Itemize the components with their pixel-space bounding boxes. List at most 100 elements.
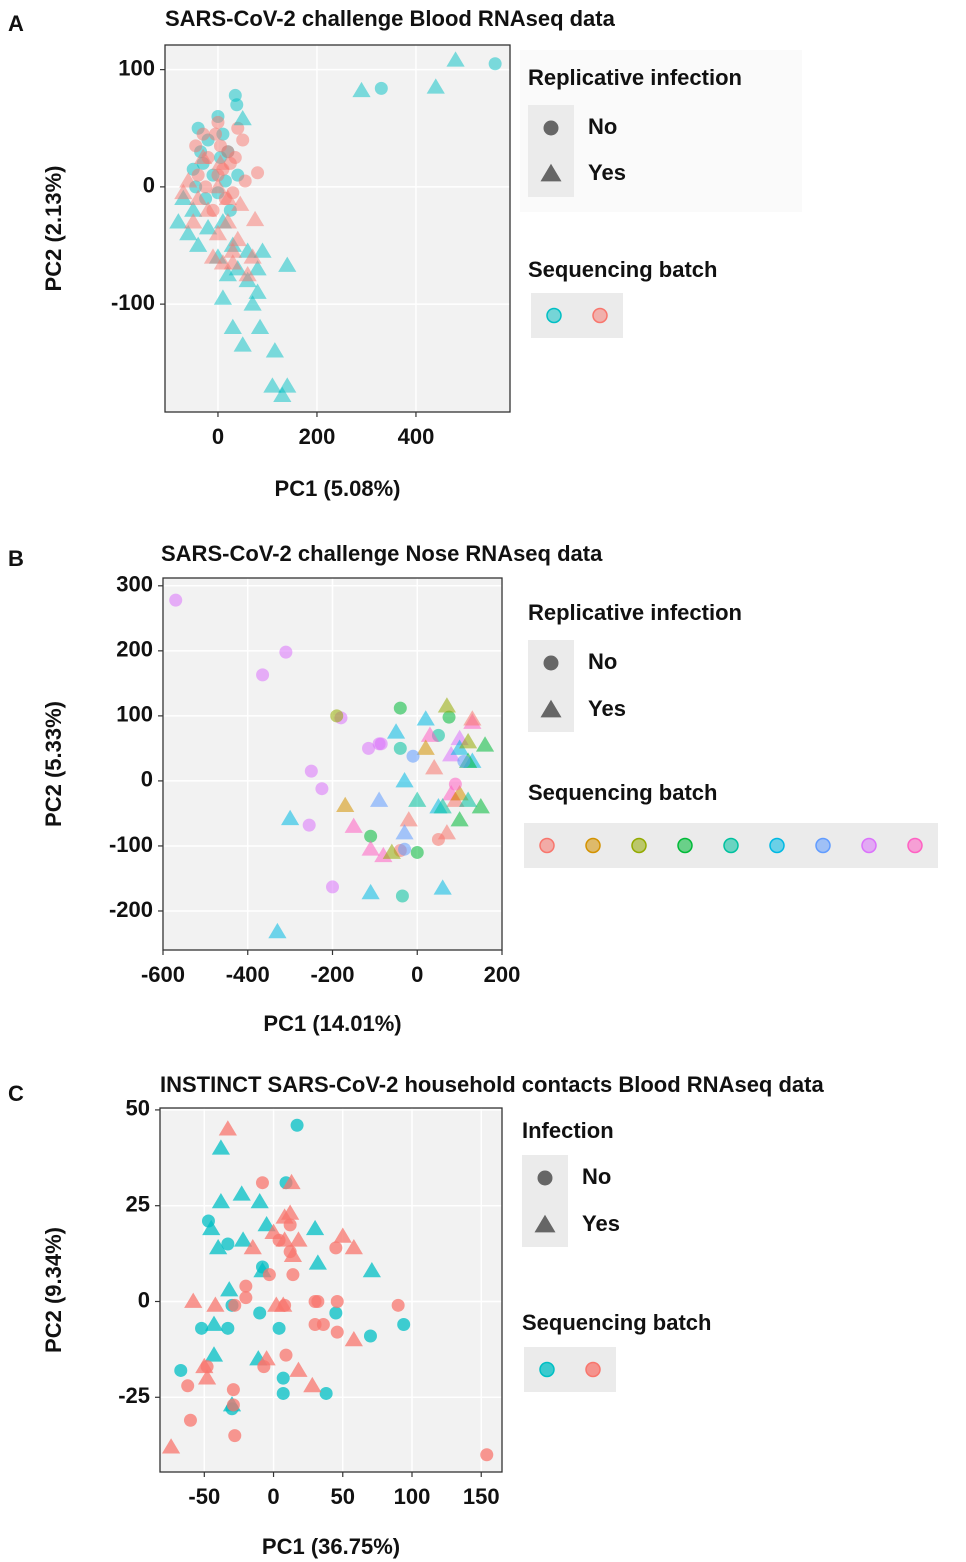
- point: [463, 710, 482, 726]
- point: [183, 1413, 197, 1427]
- legend-key: [537, 1170, 553, 1186]
- point: [374, 737, 388, 751]
- point: [184, 201, 203, 217]
- point: [471, 798, 490, 814]
- point: [206, 1296, 225, 1312]
- chart-title: SARS-CoV-2 challenge Nose RNAseq data: [161, 541, 603, 566]
- point: [395, 772, 414, 788]
- chart-title: SARS-CoV-2 challenge Blood RNAseq data: [165, 6, 616, 31]
- legend-key: [907, 837, 923, 854]
- point: [420, 726, 440, 742]
- point: [257, 1215, 276, 1232]
- y-tick-label: -200: [109, 897, 153, 922]
- point: [410, 845, 424, 859]
- x-tick-label: -50: [188, 1484, 220, 1509]
- point: [189, 236, 208, 252]
- point: [169, 593, 183, 607]
- point: [289, 1231, 308, 1247]
- point: [223, 242, 242, 258]
- point: [362, 741, 376, 755]
- point: [319, 1386, 333, 1400]
- point: [265, 342, 284, 358]
- point: [399, 811, 418, 827]
- y-tick-label: -25: [118, 1383, 150, 1408]
- point: [395, 824, 414, 840]
- legend-key: [534, 1214, 556, 1233]
- y-tick-label: 0: [138, 1287, 150, 1312]
- point: [174, 183, 193, 200]
- point: [268, 922, 287, 939]
- point: [226, 1383, 240, 1397]
- legend-label: Yes: [588, 160, 626, 185]
- x-tick-label: 50: [331, 1484, 355, 1509]
- point: [459, 733, 478, 749]
- point: [330, 709, 344, 723]
- point: [450, 811, 469, 827]
- point: [289, 1361, 308, 1377]
- point: [475, 736, 495, 752]
- legend-label: Yes: [588, 696, 626, 721]
- point: [196, 127, 210, 141]
- point: [408, 791, 427, 807]
- point: [230, 98, 244, 112]
- point: [329, 1241, 343, 1255]
- y-tick-label: 25: [126, 1192, 150, 1217]
- point: [209, 1238, 228, 1255]
- point: [315, 782, 329, 796]
- point: [233, 110, 252, 126]
- point: [208, 224, 228, 241]
- x-tick-label: 100: [394, 1484, 431, 1509]
- point: [329, 1306, 343, 1320]
- point: [204, 1315, 224, 1331]
- point: [426, 78, 445, 94]
- legend-key: [585, 837, 601, 854]
- legend-key: [677, 837, 693, 854]
- plot-border: [162, 577, 503, 951]
- x-tick-label: -200: [310, 962, 354, 987]
- panel-label: B: [8, 546, 24, 571]
- point: [446, 51, 465, 67]
- point: [191, 168, 205, 182]
- point: [181, 1379, 195, 1393]
- y-tick-label: 100: [116, 702, 153, 727]
- x-tick-label: 200: [299, 424, 336, 449]
- point: [361, 883, 380, 900]
- point: [218, 1120, 237, 1136]
- point: [276, 1386, 290, 1400]
- point: [304, 764, 318, 778]
- point: [282, 1173, 301, 1190]
- point: [218, 265, 237, 282]
- point: [204, 1346, 224, 1362]
- point: [243, 295, 262, 311]
- legend-title: Infection: [522, 1118, 614, 1143]
- point: [232, 1185, 251, 1201]
- legend-key: [592, 307, 608, 324]
- point: [448, 777, 462, 791]
- point: [272, 1321, 286, 1335]
- point: [344, 1238, 363, 1255]
- point: [273, 386, 292, 403]
- point: [228, 1429, 242, 1443]
- point: [211, 115, 225, 129]
- y-tick-label: 50: [126, 1096, 150, 1121]
- point: [406, 749, 420, 763]
- point: [208, 178, 228, 194]
- point: [286, 1268, 300, 1282]
- point: [169, 213, 188, 229]
- legend-key-box: [522, 1155, 568, 1247]
- point: [250, 1193, 269, 1209]
- legend-title: Sequencing batch: [528, 780, 717, 805]
- y-tick-label: 100: [118, 55, 155, 80]
- legend-key: [769, 837, 785, 854]
- point: [248, 260, 267, 276]
- point: [248, 283, 267, 299]
- point: [374, 81, 388, 95]
- legend-key: [543, 655, 559, 671]
- point: [397, 1317, 411, 1331]
- point: [231, 195, 250, 211]
- point: [174, 1363, 188, 1377]
- x-tick-label: -400: [226, 962, 270, 987]
- point: [221, 1321, 235, 1335]
- point: [480, 1448, 494, 1462]
- point: [199, 180, 213, 194]
